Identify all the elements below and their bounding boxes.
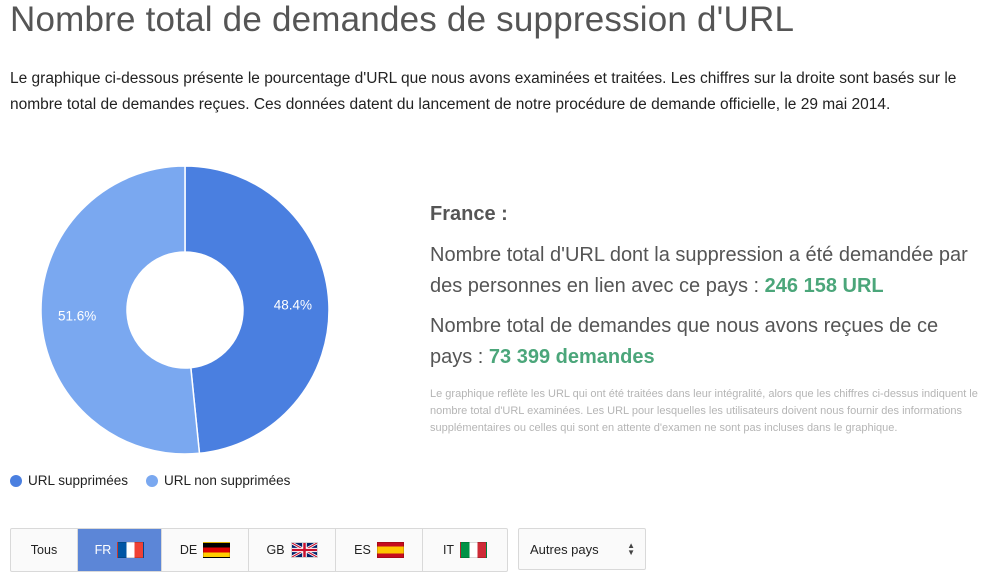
tab-de[interactable]: DE: [162, 529, 249, 571]
tab-de-label: DE: [179, 543, 198, 557]
legend-item-removed[interactable]: URL supprimées: [10, 473, 128, 488]
tab-gb[interactable]: GB: [249, 529, 336, 571]
country-heading: France :: [430, 203, 508, 225]
donut-slice-removed[interactable]: [184, 165, 330, 455]
legend-swatch-not-removed: [146, 474, 159, 487]
germany-flag-icon: [203, 542, 231, 558]
intro-paragraph: Le graphique ci-dessous présente le pour…: [10, 70, 957, 113]
donut-slice-not-removed[interactable]: [40, 165, 201, 455]
other-countries-label: Autres pays: [530, 541, 599, 557]
total-urls-stat: Nombre total d'URL dont la suppression a…: [430, 240, 985, 302]
tab-es-label: ES: [354, 543, 371, 557]
donut-label-removed: 48.4%: [274, 298, 312, 313]
country-tabs: Tous FR DE GB ES IT: [10, 528, 508, 572]
total-requests-label: Nombre total de demandes que nous avons …: [430, 315, 939, 368]
page-title: Nombre total de demandes de suppression …: [10, 0, 795, 39]
legend-label-not-removed: URL non supprimées: [164, 473, 291, 488]
total-urls-label: Nombre total d'URL dont la suppression a…: [430, 244, 968, 297]
legend-label-removed: URL supprimées: [28, 473, 129, 488]
tab-all[interactable]: Tous: [11, 529, 78, 571]
tab-fr-label: FR: [94, 543, 112, 557]
donut-label-not-removed: 51.6%: [58, 308, 96, 323]
donut-chart-svg: 48.4% 51.6%: [40, 165, 330, 455]
chart-legend: URL supprimées URL non supprimées: [10, 473, 290, 488]
tab-it-label: IT: [442, 543, 455, 557]
total-requests-stat: Nombre total de demandes que nous avons …: [430, 311, 985, 373]
donut-chart: 48.4% 51.6%: [0, 160, 380, 460]
total-urls-value: 246 158 URL: [764, 275, 884, 297]
stats-panel: France : Nombre total d'URL dont la supp…: [430, 203, 985, 448]
other-countries-select[interactable]: Autres pays ▲ ▼: [518, 528, 646, 570]
total-requests-value: 73 399 demandes: [488, 346, 655, 368]
chart-footnote: Le graphique reflète les URL qui ont été…: [430, 388, 978, 434]
tab-gb-label: GB: [266, 543, 285, 557]
italy-flag-icon: [460, 542, 488, 558]
uk-flag-icon: [290, 542, 318, 558]
tab-all-label: Tous: [30, 543, 58, 557]
spain-flag-icon: [376, 542, 404, 558]
tab-it[interactable]: IT: [423, 529, 507, 571]
tab-fr[interactable]: FR: [78, 529, 162, 571]
france-flag-icon: [117, 542, 145, 558]
sort-arrows-icon: ▲ ▼: [627, 541, 635, 557]
legend-swatch-removed: [10, 474, 22, 487]
tab-es[interactable]: ES: [336, 529, 423, 571]
legend-item-not-removed[interactable]: URL non supprimées: [146, 473, 290, 488]
